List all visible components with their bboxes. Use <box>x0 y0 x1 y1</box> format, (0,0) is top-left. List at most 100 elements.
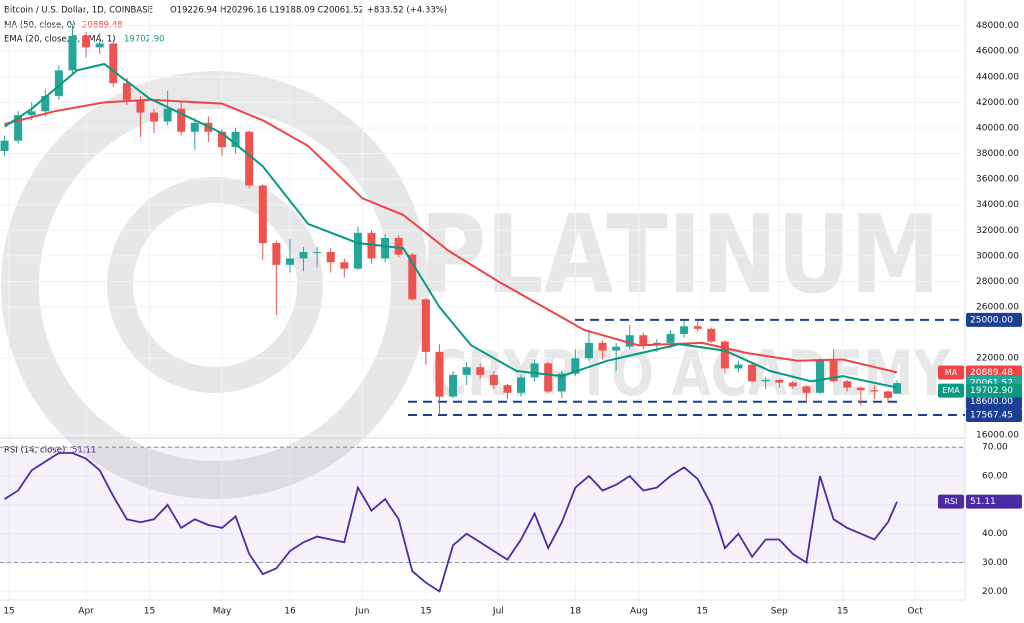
rsi-tag-label: RSI <box>945 497 958 506</box>
ma-badge-label: 20889.48 <box>970 368 1013 378</box>
candle-body <box>476 367 485 375</box>
candle-body <box>707 328 716 342</box>
x-tick-label: 15 <box>697 607 708 617</box>
ma-tag-label: MA <box>945 368 958 377</box>
candle-body <box>0 140 9 151</box>
candle-body <box>408 254 417 300</box>
y-tick-label: 40000.00 <box>976 123 1019 133</box>
x-tick-label: Jul <box>492 607 504 617</box>
x-tick-label: 18 <box>570 607 582 617</box>
candle-body <box>109 43 118 84</box>
ohlc-readout: O19226.94 H20296.16 L19188.09 C20061.52 … <box>170 6 447 16</box>
candle-body <box>285 258 294 265</box>
candle-body <box>435 351 444 397</box>
band-layer <box>0 446 965 563</box>
candle-body <box>82 35 91 48</box>
candle-body <box>870 390 879 392</box>
candle-body <box>584 342 593 359</box>
ema-tag-label: EMA <box>942 386 960 395</box>
rsi-legend-value: 51.11 <box>72 446 96 456</box>
ema-badge <box>966 383 1022 398</box>
candle-body <box>367 232 376 259</box>
y-tick-label: 42000.00 <box>976 98 1019 108</box>
watermark-text: PLATINUM <box>420 193 940 318</box>
candle-body <box>598 342 607 351</box>
candle-body <box>150 112 159 122</box>
candle-body <box>748 364 757 382</box>
candle-body <box>54 70 63 96</box>
x-tick-label: Oct <box>907 607 923 617</box>
x-tick-label: 15 <box>144 607 155 617</box>
x-tick-label: May <box>213 607 232 617</box>
x-tick-label: 16 <box>284 607 296 617</box>
candle-body <box>95 43 104 48</box>
rsi-tick-label: 60.00 <box>982 472 1008 482</box>
y-tick-label: 32000.00 <box>976 226 1019 236</box>
candle-body <box>326 252 335 263</box>
y-tick-label: 36000.00 <box>976 175 1019 185</box>
x-tick-label: 15 <box>420 607 431 617</box>
candle-body <box>734 364 743 369</box>
candle-body <box>449 374 458 397</box>
y-tick-label: 28000.00 <box>976 277 1019 287</box>
rsi-badge-label: 51.11 <box>970 497 996 507</box>
candle-body <box>625 335 634 347</box>
candle-body <box>245 131 254 186</box>
candle-body <box>299 252 308 259</box>
rsi-tick-label: 70.00 <box>982 443 1008 453</box>
candle-body <box>843 381 852 388</box>
candle-body <box>177 108 186 132</box>
candle-body <box>761 379 770 382</box>
x-tick-label: Aug <box>630 607 648 617</box>
candle-body <box>503 385 512 393</box>
candle-body <box>571 358 580 374</box>
candle-body <box>190 122 199 132</box>
candle-body <box>883 391 892 398</box>
candle-body <box>231 131 240 148</box>
candle-body <box>775 379 784 383</box>
candle-body <box>802 386 811 393</box>
candle-body <box>893 383 902 394</box>
candle-body <box>14 115 23 141</box>
candle-body <box>217 131 226 148</box>
ma-badge <box>966 365 1022 380</box>
y-tick-label: 38000.00 <box>976 149 1019 159</box>
candle-body <box>27 111 36 116</box>
lines-layer <box>3 62 898 593</box>
rsi-tag <box>938 494 964 509</box>
rsi-band <box>0 447 965 563</box>
candle-body <box>788 382 797 387</box>
candle-body <box>381 237 390 259</box>
overlay-line <box>3 62 898 389</box>
ema-badge-label: 19702.90 <box>970 386 1013 396</box>
level-badge <box>966 394 1022 409</box>
grid-layer <box>0 0 965 600</box>
marks-layer <box>0 24 902 415</box>
candle-body <box>693 326 702 329</box>
y-tick-label: 46000.00 <box>976 47 1019 57</box>
rsi-line <box>4 452 898 593</box>
y-tick-label: 26000.00 <box>976 303 1019 313</box>
candle-body <box>829 360 838 382</box>
candle-body <box>489 374 498 386</box>
x-tick-label: Sep <box>771 607 788 617</box>
candle-body <box>517 377 526 393</box>
y-tick-label: 48000.00 <box>976 21 1019 31</box>
y-tick-label: 34000.00 <box>976 200 1019 210</box>
level-badge <box>966 312 1022 327</box>
candle-body <box>612 346 621 351</box>
candle-body <box>163 108 172 122</box>
candle-body <box>272 243 281 265</box>
level-badge-label: 18600.00 <box>970 397 1013 407</box>
ma-tag <box>938 365 964 380</box>
level-badge-label: 25000.00 <box>970 315 1013 325</box>
rsi-badge <box>966 494 1022 509</box>
candle-body <box>666 333 675 343</box>
watermark-coin <box>107 177 323 393</box>
x-tick-label: Apr <box>78 607 94 617</box>
candle-body <box>816 360 825 393</box>
candle-body <box>122 83 131 100</box>
candle-body <box>421 299 430 352</box>
rsi-tick-label: 30.00 <box>982 558 1008 568</box>
